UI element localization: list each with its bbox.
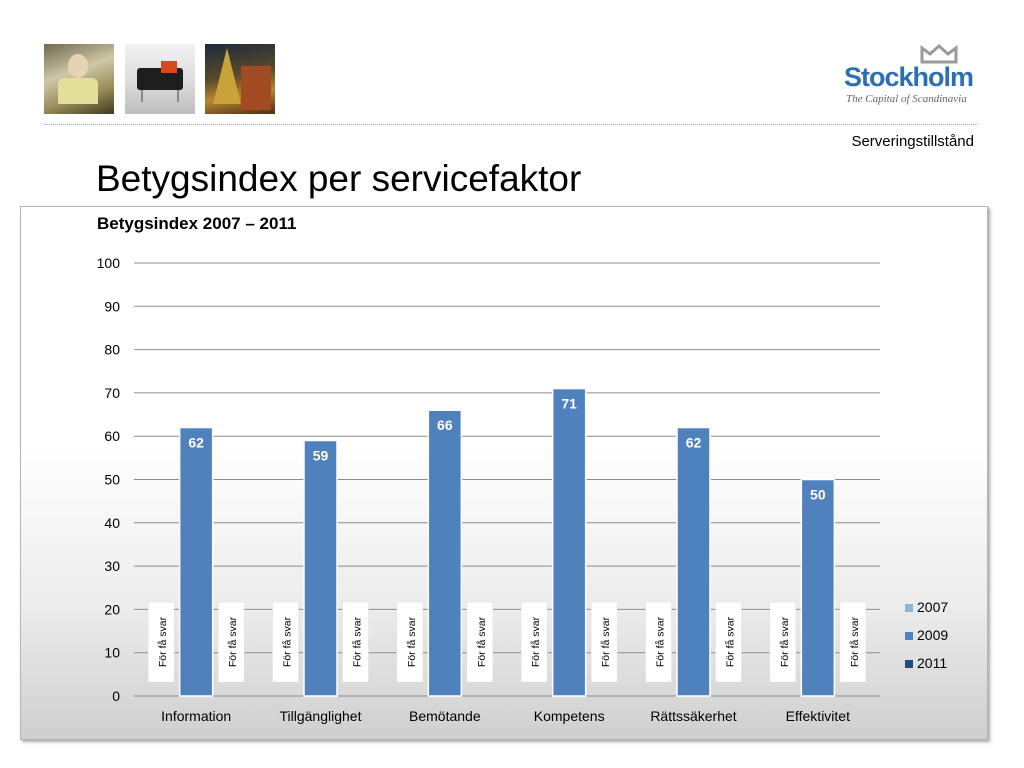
y-tick-label: 80 xyxy=(104,342,120,358)
legend-label: 2007 xyxy=(917,599,948,615)
data-label: 66 xyxy=(437,417,453,433)
tree-shape xyxy=(213,48,241,104)
data-label: För få svar xyxy=(725,616,737,667)
stockholm-logo: Stockholm The Capital of Scandinavia xyxy=(842,44,984,108)
logo-tagline: The Capital of Scandinavia xyxy=(846,93,967,105)
data-label-box xyxy=(715,601,742,683)
chart-title: Betygsindex 2007 – 2011 xyxy=(97,214,297,233)
data-label: 71 xyxy=(561,396,577,412)
legend-label: 2009 xyxy=(917,627,948,643)
x-tick-label: Tillgänglighet xyxy=(280,708,362,724)
houses-shape xyxy=(241,66,271,110)
sofa-leg xyxy=(177,90,179,102)
data-label-box xyxy=(645,601,672,683)
data-label-box xyxy=(272,601,299,683)
y-tick-label: 60 xyxy=(104,428,120,444)
y-tick-label: 30 xyxy=(104,558,120,574)
data-label-box xyxy=(217,601,245,683)
y-tick-label: 0 xyxy=(112,688,120,704)
y-tick-label: 40 xyxy=(104,515,120,531)
y-tick-label: 10 xyxy=(104,645,120,661)
data-label-box xyxy=(839,601,867,683)
bar-2009 xyxy=(551,387,587,697)
data-label: 59 xyxy=(313,448,329,464)
bar-2009 xyxy=(676,426,711,697)
bar-chart: 0 10 20 30 40 50 60 70 80 90 100 För få svar 62 För f… xyxy=(97,255,949,724)
legend-swatch xyxy=(905,660,913,668)
data-label: För få svar xyxy=(352,616,364,667)
data-label-box xyxy=(396,601,424,683)
bar-2009 xyxy=(303,439,338,697)
x-tick-label: Kompetens xyxy=(534,708,605,724)
data-label-box xyxy=(466,601,494,683)
sofa-leg xyxy=(141,90,143,102)
data-label: För få svar xyxy=(600,616,612,667)
y-tick-label: 70 xyxy=(104,385,120,401)
data-label-box xyxy=(769,601,797,683)
scarf-shape xyxy=(58,78,98,104)
data-label: 50 xyxy=(810,487,826,503)
data-label: För få svar xyxy=(849,616,861,667)
data-label: 62 xyxy=(686,435,702,451)
legend-label: 2011 xyxy=(917,655,947,671)
chart-panel: Betygsindex 2007 – 2011 0 10 20 30 40 50 60 70 8… xyxy=(20,206,988,740)
cushion-shape xyxy=(161,61,177,73)
section-label: Serveringstillstånd xyxy=(851,133,974,150)
face-shape xyxy=(68,54,88,78)
y-tick-label: 100 xyxy=(97,255,121,271)
logo-wordmark: Stockholm xyxy=(844,62,974,92)
page-title: Betygsindex per servicefaktor xyxy=(96,158,582,199)
x-tick-label: Information xyxy=(161,708,231,724)
bar-2009 xyxy=(800,478,836,697)
y-tick-label: 50 xyxy=(104,472,120,488)
data-label-box xyxy=(147,601,175,683)
data-label: För få svar xyxy=(530,616,542,667)
data-label: För få svar xyxy=(406,616,418,667)
data-label: För få svar xyxy=(157,616,169,667)
data-label: För få svar xyxy=(282,616,294,667)
header-photo-oldtown xyxy=(205,44,275,114)
data-label-box xyxy=(590,601,618,683)
x-tick-label: Rättssäkerhet xyxy=(650,708,736,724)
bar-2009 xyxy=(178,426,214,697)
data-label: För få svar xyxy=(655,616,667,667)
data-label: För få svar xyxy=(227,616,239,667)
legend-swatch xyxy=(905,604,913,612)
header-divider xyxy=(44,124,978,125)
x-tick-label: Effektivitet xyxy=(786,708,850,724)
x-tick-label: Bemötande xyxy=(409,708,481,724)
crown-icon xyxy=(920,44,958,64)
header-photo-sofa xyxy=(125,44,195,114)
data-label: 62 xyxy=(188,435,204,451)
data-label-box xyxy=(520,601,548,683)
y-tick-label: 90 xyxy=(104,298,120,314)
data-label: För få svar xyxy=(779,616,791,667)
sofa-shape xyxy=(137,68,183,90)
data-label: För få svar xyxy=(476,616,488,667)
bar-2009 xyxy=(427,409,463,697)
data-label-box xyxy=(342,601,369,683)
y-tick-label: 20 xyxy=(104,601,120,617)
legend-swatch xyxy=(905,632,913,640)
header-photo-woman xyxy=(44,44,114,114)
